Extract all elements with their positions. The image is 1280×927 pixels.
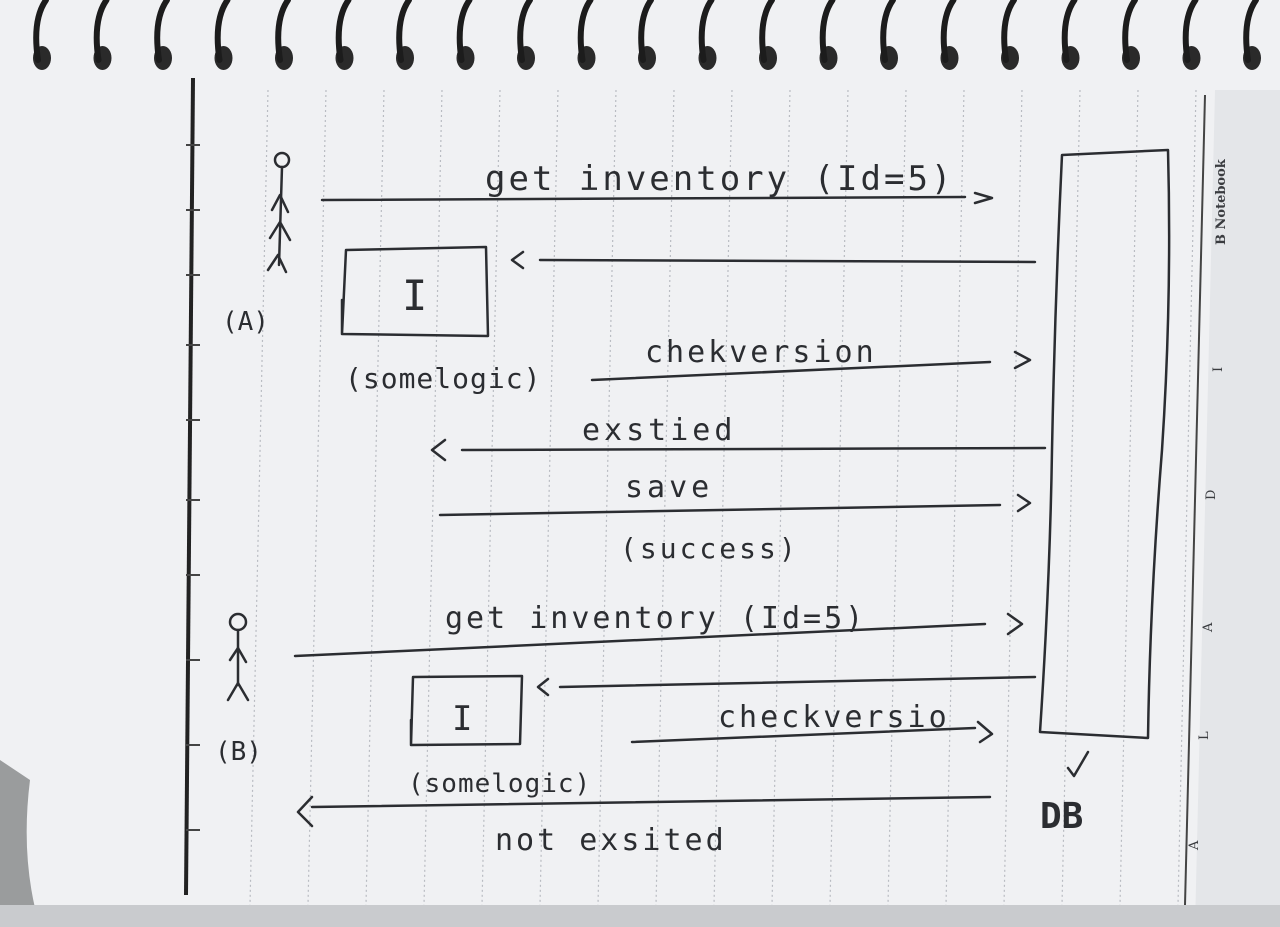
arrow-a-check-version (590, 350, 1032, 382)
arrow-db-reply-a (510, 250, 1037, 270)
spiral-binding (33, 0, 1261, 70)
margin-letter: A (1201, 622, 1216, 633)
spiral-ring (638, 0, 654, 63)
msg-a-check-version: chekversion (645, 335, 877, 370)
spiral-ring (1122, 0, 1138, 63)
arrow-a-save (438, 493, 1032, 517)
spiral-ring (275, 0, 291, 63)
page-shadow (1195, 90, 1280, 927)
spiral-ring (698, 0, 715, 63)
spiral-ring (396, 0, 412, 63)
spiral-ring (214, 0, 231, 63)
actor-b-label: (B) (215, 737, 262, 767)
msg-b-check-version: checkversio (718, 700, 950, 735)
msg-a-save: save (625, 470, 713, 505)
ruled-line (829, 89, 849, 906)
msg-db-existed: exstied (582, 413, 736, 448)
spiral-ring (940, 0, 957, 63)
spiral-ring (1182, 0, 1199, 63)
ruled-line (1003, 89, 1023, 906)
ruled-line (887, 89, 907, 906)
margin-letter: D (1204, 490, 1219, 500)
ruled-line (307, 89, 327, 906)
spiral-ring (819, 0, 836, 63)
lock-box-b (409, 674, 524, 747)
left-margin-line (184, 77, 195, 896)
spiral-ring (517, 0, 533, 63)
ruled-line (1061, 89, 1081, 906)
margin-ticks (186, 144, 200, 831)
ruled-line (423, 89, 443, 906)
spiral-ring (1001, 0, 1017, 63)
ruled-line (249, 89, 269, 906)
ruled-line (1177, 89, 1197, 906)
db-lifeline-box (1038, 148, 1171, 740)
arrow-a-get-inventory (320, 191, 994, 205)
margin-letter: A (1187, 840, 1202, 851)
ruled-lines (249, 89, 1197, 906)
ruled-line (713, 89, 733, 906)
page-bottom-edge (0, 905, 1280, 927)
ruled-line (539, 89, 559, 906)
spiral-ring (154, 0, 170, 63)
spiral-ring (759, 0, 775, 63)
msg-db-success: (success) (620, 532, 799, 565)
spiral-ring (577, 0, 594, 63)
arrow-b-check-version (630, 720, 994, 744)
db-label: DB (1040, 796, 1083, 837)
db-checkmark (1066, 750, 1090, 778)
spiral-ring (93, 0, 110, 63)
ruled-line (597, 89, 617, 906)
arrow-b-get-inventory (293, 612, 1024, 658)
right-margin-line (1184, 94, 1206, 906)
ruled-line (1119, 89, 1139, 906)
margin-letter: L (1197, 731, 1212, 740)
lock-b-label: I (452, 699, 472, 739)
msg-a-some-logic: (somelogic) (345, 362, 541, 395)
arrow-db-existed (430, 438, 1047, 462)
spiral-ring (880, 0, 896, 63)
ruled-line (365, 89, 385, 906)
notebook-brand: B Notebook (1214, 158, 1229, 245)
actor-b-figure (226, 612, 250, 702)
ruled-line (945, 89, 965, 906)
msg-b-get-inventory: get inventory (Id=5) (445, 601, 866, 636)
actor-a-label: (A) (222, 307, 269, 337)
lock-a-label: I (402, 271, 427, 320)
lock-box-a (340, 245, 490, 338)
arrow-db-reply-b (536, 675, 1037, 697)
spiral-ring (335, 0, 352, 63)
msg-a-get-inventory: get inventory (Id=5) (485, 159, 954, 199)
spiral-ring (33, 0, 49, 63)
arrow-db-not-existed (296, 795, 992, 828)
margin-letter: I (1211, 367, 1226, 372)
spiral-ring (1061, 0, 1078, 63)
actor-a-figure (266, 151, 292, 274)
spiral-ring (456, 0, 473, 63)
msg-b-some-logic: (somelogic) (408, 769, 591, 799)
msg-db-not-existed: not exsited (495, 823, 727, 858)
ruled-line (481, 89, 501, 906)
ruled-line (655, 89, 675, 906)
ruled-line (771, 89, 791, 906)
spiral-ring (1243, 0, 1259, 63)
